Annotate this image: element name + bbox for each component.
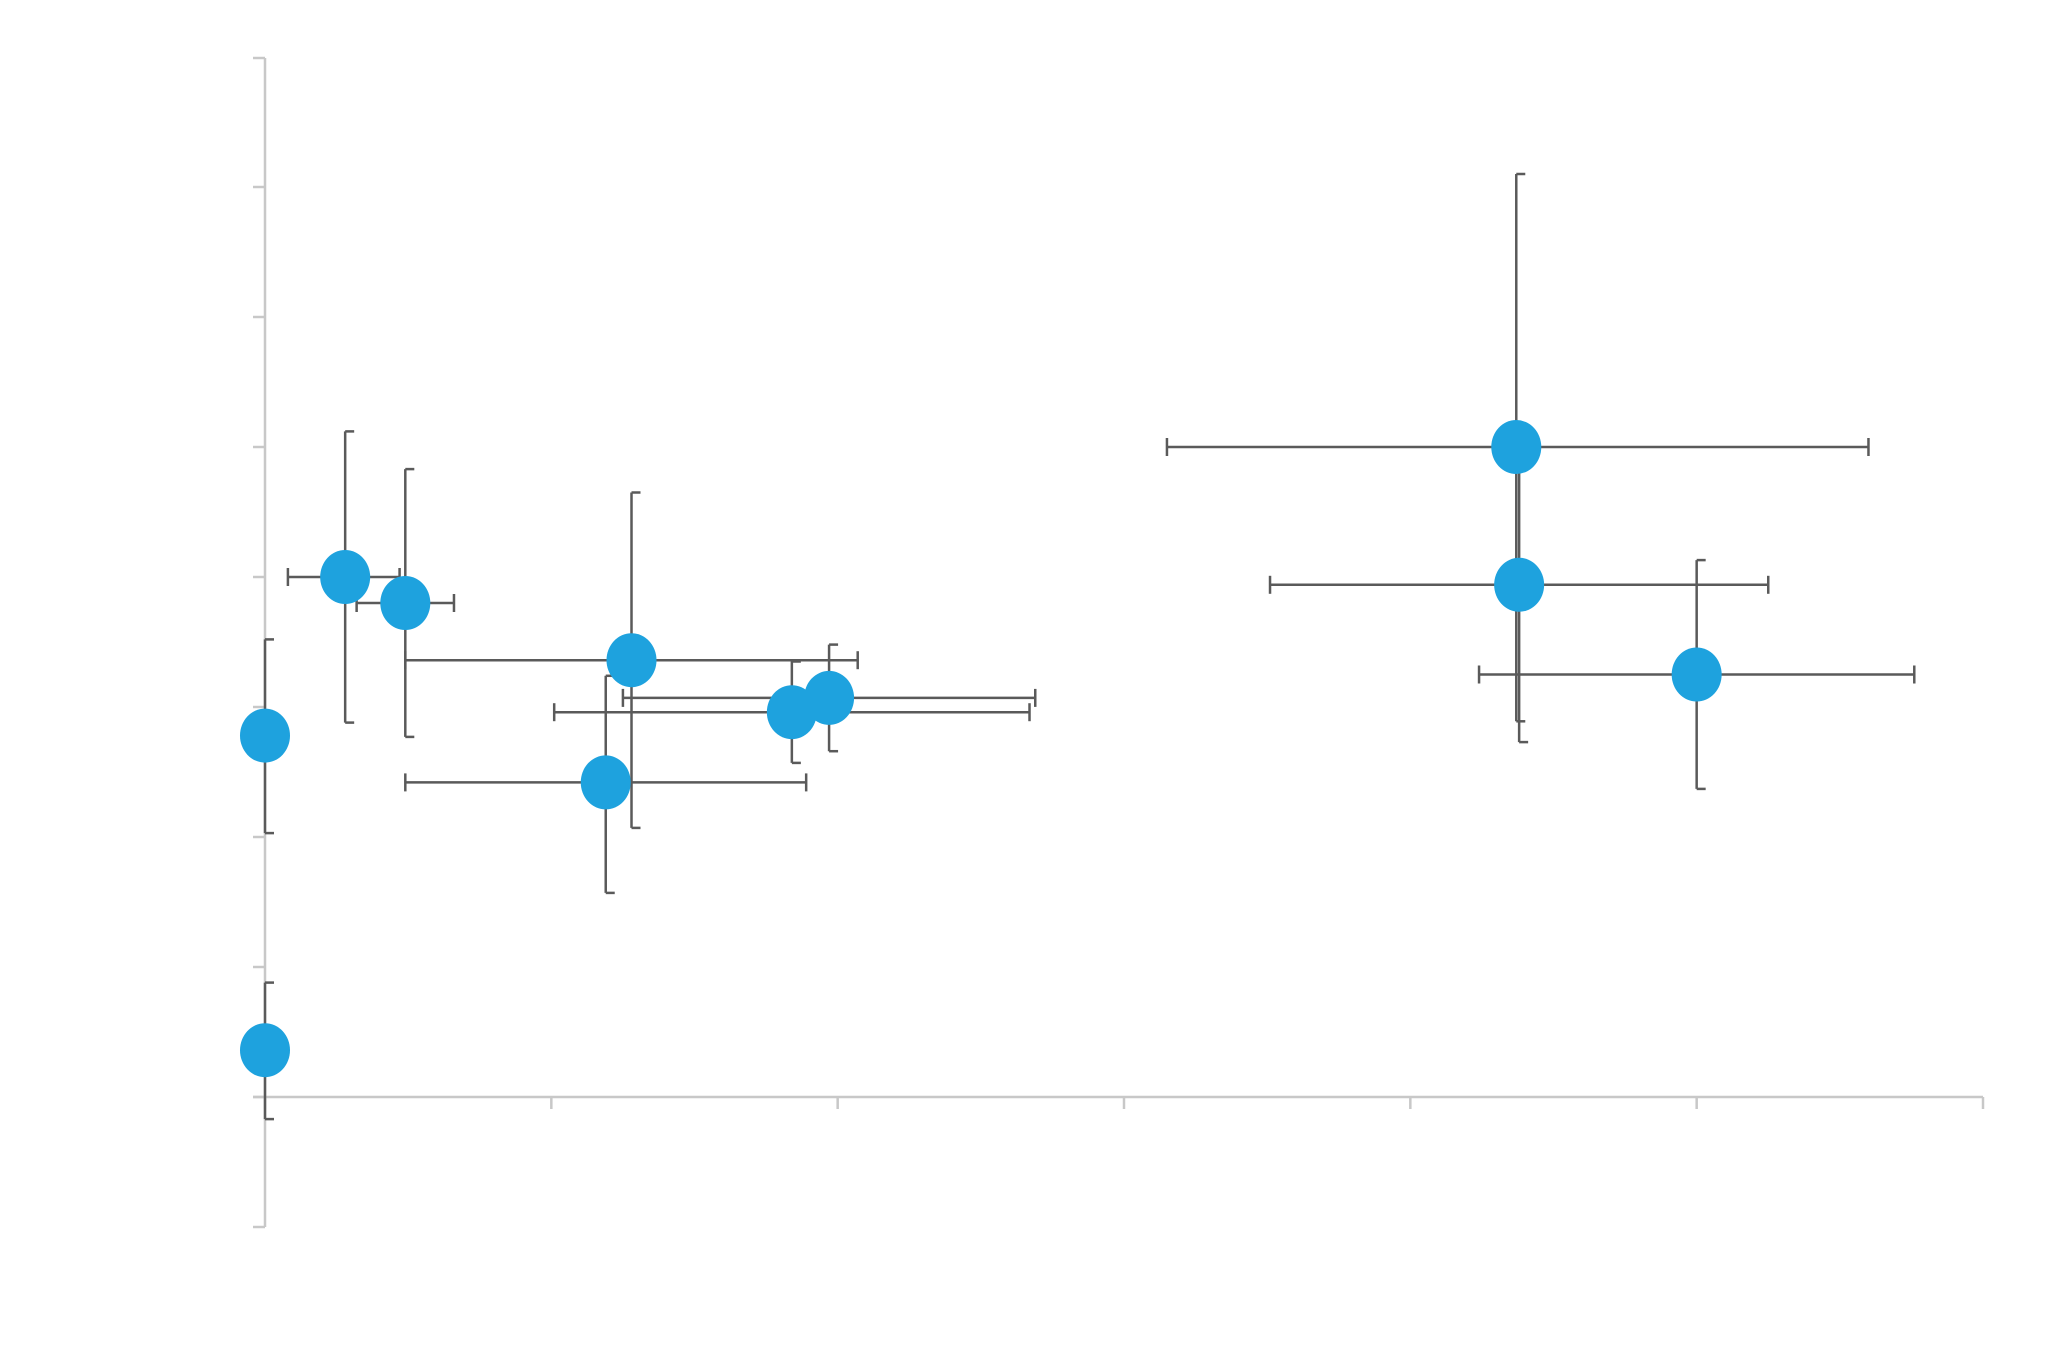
data-points: [240, 420, 1722, 1078]
chart-axes: [253, 56, 1985, 1229]
data-point-1: [240, 708, 290, 763]
data-point-6: [580, 755, 631, 810]
data-point-5: [606, 633, 657, 688]
data-point-9: [1491, 420, 1542, 474]
data-point-10: [1494, 557, 1545, 612]
data-point-4: [380, 576, 431, 630]
data-point-11: [1671, 647, 1722, 702]
error-bars: [263, 172, 1916, 1121]
data-point-8: [804, 670, 855, 725]
data-point-3: [320, 550, 371, 604]
data-point-2: [240, 1023, 290, 1078]
